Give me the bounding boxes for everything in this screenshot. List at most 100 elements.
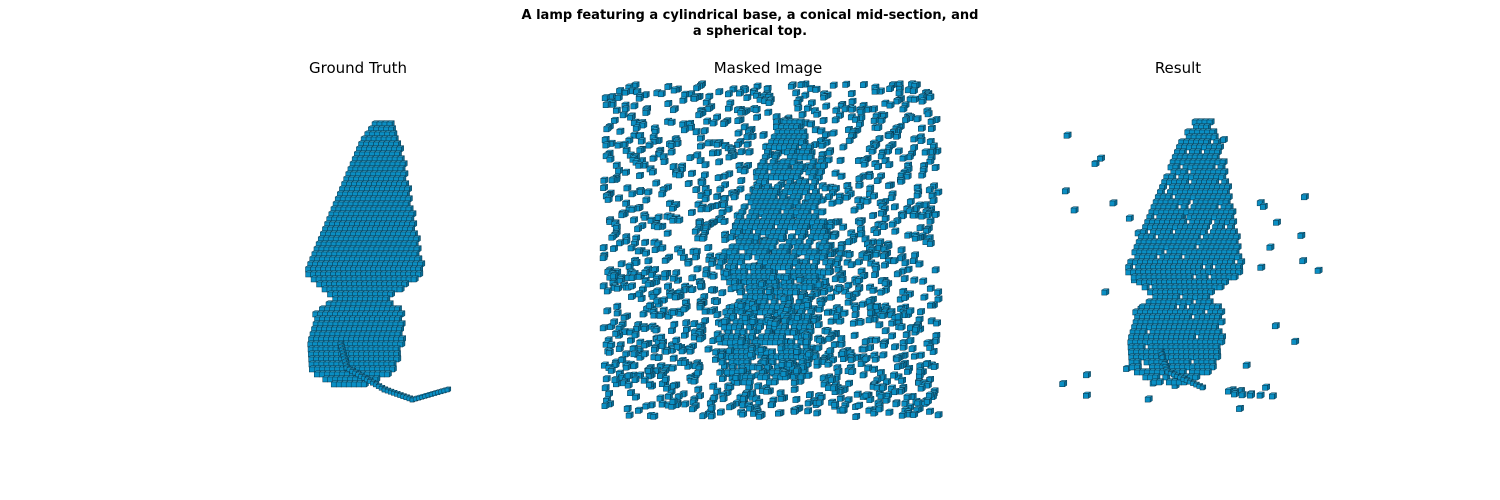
voxel xyxy=(878,384,888,392)
voxel xyxy=(687,208,697,216)
voxel xyxy=(870,116,880,124)
voxel xyxy=(922,226,932,235)
voxel xyxy=(667,118,677,126)
voxel xyxy=(829,232,839,240)
voxel xyxy=(849,319,859,327)
voxel xyxy=(609,272,619,280)
voxel xyxy=(916,307,926,316)
voxel xyxy=(1268,392,1278,400)
voxel xyxy=(703,205,713,213)
voxel xyxy=(701,161,711,169)
voxel xyxy=(696,142,706,150)
voxel xyxy=(815,336,825,344)
voxel xyxy=(856,218,866,226)
voxel xyxy=(629,216,639,224)
voxel xyxy=(709,119,719,127)
voxel xyxy=(918,277,928,285)
voxel xyxy=(842,193,852,201)
voxel xyxy=(897,246,907,254)
voxel xyxy=(862,197,873,205)
voxel xyxy=(657,190,667,198)
voxel xyxy=(693,368,703,377)
voxel xyxy=(669,105,679,114)
voxel xyxy=(897,323,907,331)
voxel xyxy=(599,282,609,290)
voxel xyxy=(776,389,786,397)
voxel xyxy=(913,191,923,199)
voxel xyxy=(712,297,722,306)
voxel xyxy=(631,393,641,401)
voxel xyxy=(635,171,645,180)
voxel xyxy=(855,202,865,210)
voxel xyxy=(909,87,919,95)
voxel xyxy=(682,325,692,333)
voxel xyxy=(821,102,831,110)
voxel xyxy=(845,136,855,145)
voxel xyxy=(1061,187,1071,195)
voxel xyxy=(762,387,772,395)
voxel xyxy=(621,88,631,96)
voxel xyxy=(779,294,790,303)
voxel xyxy=(662,384,672,392)
voxel xyxy=(813,344,823,352)
voxel xyxy=(707,259,717,267)
voxel xyxy=(622,184,632,192)
voxel xyxy=(637,137,647,145)
voxel xyxy=(868,211,878,220)
voxel xyxy=(631,258,642,267)
voxel xyxy=(815,398,825,407)
voxel xyxy=(656,311,666,319)
voxel xyxy=(837,243,847,251)
voxel xyxy=(627,282,637,290)
voxel xyxy=(700,171,710,179)
voxel xyxy=(745,378,755,386)
voxel xyxy=(787,82,797,90)
voxel xyxy=(824,268,834,276)
voxel xyxy=(824,192,834,201)
voxel xyxy=(703,243,713,252)
voxel xyxy=(898,411,908,419)
voxel xyxy=(608,100,618,108)
voxel xyxy=(624,381,634,389)
voxel xyxy=(692,265,703,273)
voxel xyxy=(673,245,683,253)
voxel xyxy=(1144,395,1154,403)
voxel xyxy=(880,261,890,269)
voxel xyxy=(870,270,880,279)
voxel xyxy=(724,90,734,98)
voxel xyxy=(923,397,933,405)
voxel xyxy=(838,223,848,231)
voxel xyxy=(794,168,804,176)
voxel xyxy=(805,390,815,399)
voxel xyxy=(388,130,398,138)
voxel xyxy=(725,383,735,391)
voxel xyxy=(847,89,857,98)
voxel xyxy=(668,397,679,405)
voxel xyxy=(836,334,846,343)
voxel xyxy=(793,313,803,321)
voxel xyxy=(884,161,894,169)
voxel xyxy=(681,319,691,327)
voxel xyxy=(599,183,609,192)
voxel xyxy=(392,355,402,363)
voxel xyxy=(701,195,711,203)
voxel xyxy=(871,87,881,95)
voxel xyxy=(925,217,936,225)
voxel xyxy=(909,410,919,419)
voxel xyxy=(687,169,697,177)
voxel xyxy=(825,334,835,342)
voxel xyxy=(837,172,847,180)
voxel xyxy=(908,344,918,353)
voxel xyxy=(792,366,802,375)
voxel xyxy=(848,97,858,105)
voxel xyxy=(921,148,931,156)
voxel xyxy=(635,146,645,154)
voxel xyxy=(724,104,734,112)
voxel xyxy=(712,113,722,121)
voxel xyxy=(752,105,762,114)
voxel xyxy=(652,297,662,305)
voxel xyxy=(624,136,634,144)
voxel xyxy=(669,381,679,390)
voxel xyxy=(774,409,784,417)
voxel xyxy=(931,163,941,172)
